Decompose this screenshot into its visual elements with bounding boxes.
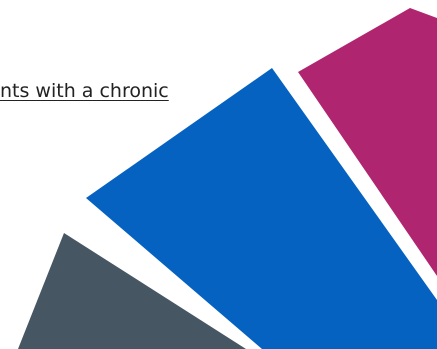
magenta-triangle (298, 8, 437, 276)
blue-triangle (86, 68, 437, 349)
partial-link-text[interactable]: nts with a chronic (0, 80, 169, 102)
slate-triangle (18, 233, 246, 349)
